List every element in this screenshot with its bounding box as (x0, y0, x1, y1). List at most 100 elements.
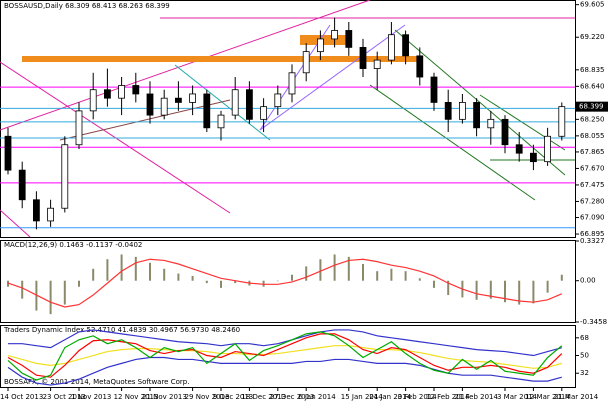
y-tick-label: 67.670 (580, 164, 605, 172)
candle-body (416, 55, 424, 78)
y-tick-label: 67.090 (580, 214, 605, 222)
x-tick-label: 23 Oct 2013 (43, 393, 86, 401)
trendline (369, 84, 536, 201)
candle-body (487, 118, 495, 129)
trendline (259, 24, 406, 131)
histogram-bar (305, 266, 308, 281)
histogram-bar (333, 254, 336, 281)
candle-body (359, 47, 367, 69)
x-tick-label: 15 Jan 2014 (341, 393, 384, 401)
histogram-bar (362, 264, 364, 281)
x-tick-label: 21 Feb 2014 (454, 393, 498, 401)
candle-body (231, 89, 239, 116)
candle-body (217, 114, 225, 129)
histogram-bar (78, 280, 80, 287)
x-tick-label: 3 Feb 2014 (398, 393, 438, 401)
y-tick-label: 0.00 (580, 277, 596, 285)
y-tick-label: 32 (580, 369, 589, 377)
histogram-bar (205, 280, 208, 284)
histogram-bar (518, 280, 521, 305)
histogram-bar (220, 280, 222, 288)
candle-body (530, 152, 537, 163)
candle-body (174, 97, 182, 103)
histogram-bar (433, 280, 435, 288)
price-panel: BOSSAUSD,Daily 68.309 68.413 68.263 68.3… (0, 0, 608, 238)
candle-body (4, 135, 12, 171)
y-tick-label: 68.055 (580, 132, 605, 140)
y-tick-label: 66.895 (580, 230, 605, 238)
candle-body (89, 89, 97, 112)
histogram-bar (21, 280, 24, 299)
histogram-bar (149, 262, 151, 281)
histogram-bar (390, 268, 393, 281)
candle-body (132, 85, 140, 95)
histogram-bar (49, 280, 52, 315)
x-tick-label: 27 Dec 2013 (270, 393, 315, 401)
candle-body (558, 106, 566, 137)
candle-body (373, 59, 381, 69)
y-tick-label: 69.605 (580, 1, 605, 9)
x-tick-label: 21 Mar 2014 (554, 393, 599, 401)
candle-body (316, 38, 324, 53)
histogram-bar (276, 280, 279, 282)
last-price: 68.399 (579, 103, 604, 111)
x-tick-label: 29 Nov 2013 (185, 393, 230, 401)
histogram-bar (404, 271, 407, 281)
histogram-bar (546, 280, 549, 293)
candle-body (189, 93, 197, 103)
chart-title: BOSSAUSD,Daily 68.309 68.413 68.263 68.3… (4, 2, 170, 10)
candle-body (331, 30, 339, 40)
y-tick-label: 69.220 (580, 33, 605, 41)
y-tick-label: 67.475 (580, 181, 605, 189)
indicator-line (7, 258, 563, 308)
y-tick-label: 68.640 (580, 82, 605, 90)
y-tick-label: 50 (580, 352, 589, 360)
candle-body (47, 207, 54, 222)
histogram-bar (92, 268, 95, 281)
indicator-line (8, 329, 562, 357)
candle-body (274, 93, 282, 108)
candle-body (260, 106, 268, 120)
candle-body (75, 110, 83, 146)
histogram-bar (489, 280, 492, 299)
candle-body (146, 93, 154, 116)
zone (300, 35, 350, 45)
candle-body (444, 102, 452, 120)
indicator-title: MACD(12,26,9) 0.1463 -0.1137 -0.0402 (4, 241, 142, 249)
candle-body (160, 97, 168, 116)
candle-body (345, 30, 353, 48)
panel-frame (0, 325, 576, 388)
candle-body (402, 34, 410, 57)
candle-body (18, 169, 26, 201)
candle-body (245, 89, 253, 120)
indicator-line (7, 356, 562, 386)
candle-body (302, 51, 310, 74)
histogram-bar (418, 278, 421, 281)
y-tick-label: 68.835 (580, 66, 605, 74)
tdi-panel: Traders Dynamic Index 52.4710 41.4839 30… (0, 325, 589, 388)
histogram-bar (347, 256, 350, 281)
y-tick-label: 0.3327 (580, 237, 605, 245)
histogram-bar (376, 271, 379, 281)
histogram-bar (120, 254, 123, 281)
trendline (59, 99, 231, 141)
x-tick-label: 18 Dec 2013 (241, 393, 286, 401)
y-tick-label: -0.3458 (580, 318, 607, 326)
x-tick-label: 21 Nov 2013 (142, 393, 187, 401)
histogram-bar (532, 280, 535, 304)
y-tick-label: 67.280 (580, 197, 605, 205)
price-tag (576, 101, 608, 112)
candle-body (33, 199, 40, 222)
candle-body (288, 72, 296, 95)
copyright: BOSSAFX, © 2001-2014, MetaQuotes Softwar… (4, 378, 189, 386)
histogram-bar (234, 280, 237, 284)
candle-body (430, 76, 438, 103)
histogram-bar (163, 268, 166, 281)
indicator-line (7, 331, 563, 381)
histogram-bar (191, 275, 194, 281)
indicator-line (7, 345, 562, 369)
histogram-bar (291, 274, 293, 281)
x-tick-label: 9 Dec 2013 (213, 393, 253, 401)
trendline (174, 64, 271, 141)
x-tick-label: 12 Feb 2014 (426, 393, 470, 401)
